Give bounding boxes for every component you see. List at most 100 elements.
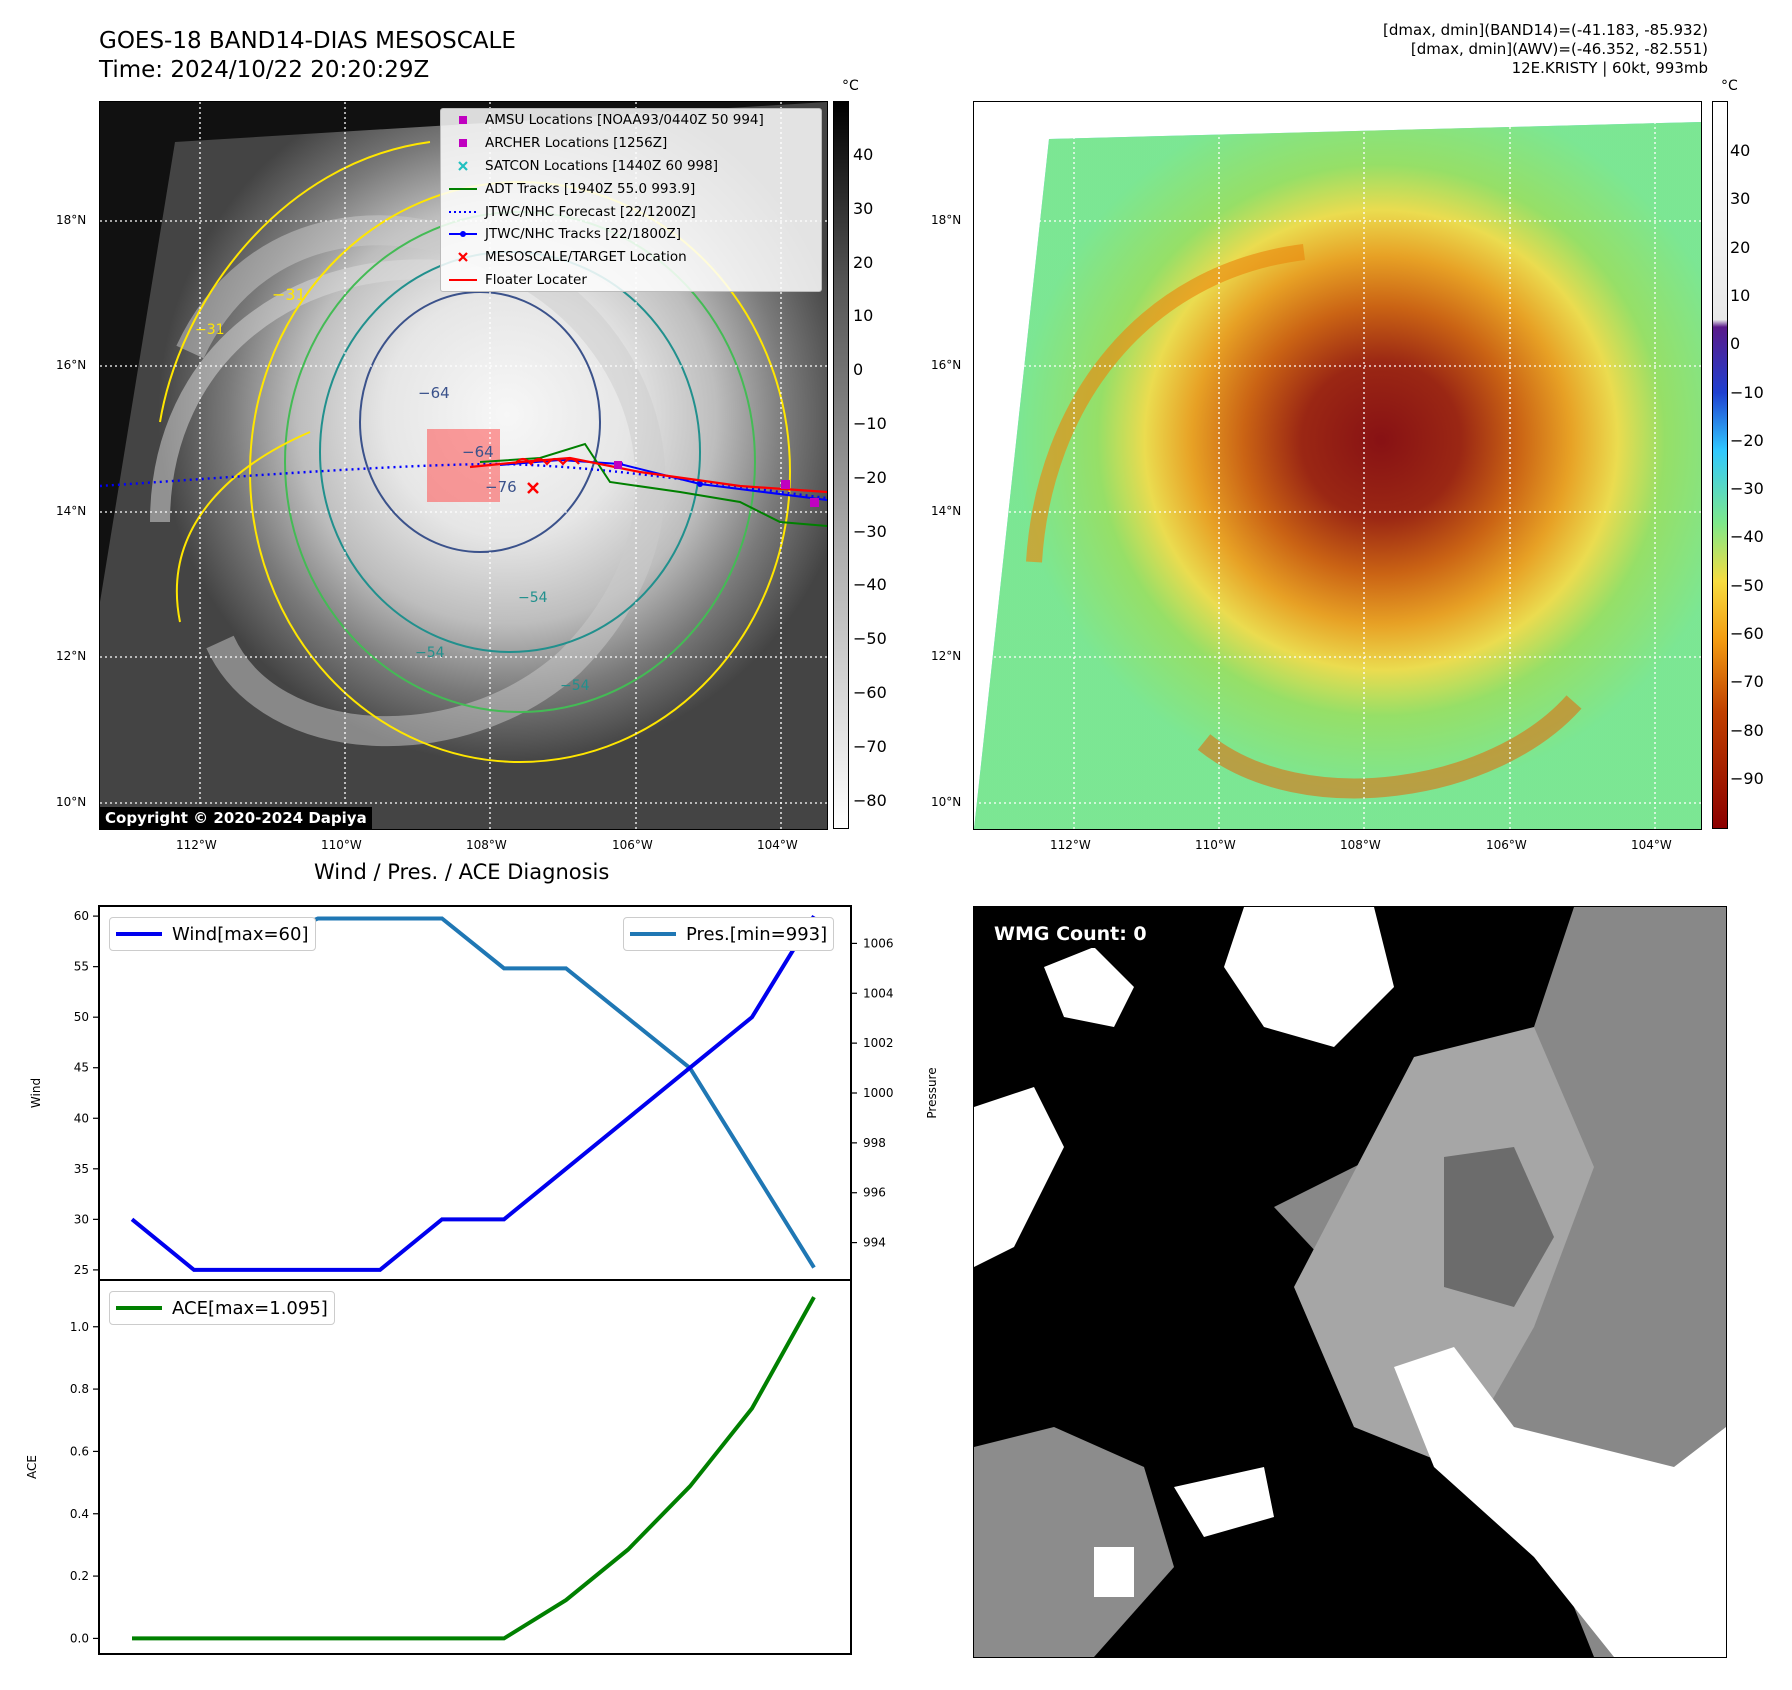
colorbar-tick: −20 (853, 467, 887, 487)
spiral-band (150, 259, 462, 523)
pressure-legend-swatch (630, 932, 676, 936)
wind-legend-swatch (116, 932, 162, 936)
legend-item: ARCHER Locations [1256Z] (441, 132, 821, 155)
storm-info-line1: [dmax, dmin](BAND14)=(-41.183, -85.932) (1383, 21, 1708, 39)
y-tick-label: 50 (74, 1010, 89, 1024)
colorbar-tick: 20 (1730, 237, 1751, 257)
legend-marker-icon (459, 116, 467, 125)
colorbar-tick: −20 (1730, 430, 1764, 450)
pressure-axis-label: Pressure (925, 1067, 939, 1118)
colorbar-tick: 0 (853, 360, 864, 380)
legend-label: AMSU Locations [NOAA93/0440Z 50 994] (485, 112, 764, 129)
legend-label: Floater Locater (485, 271, 587, 288)
legend-label: MESOSCALE/TARGET Location (485, 249, 687, 266)
colorbar-tick: −70 (853, 736, 887, 756)
map1-lon-tick: 104°W (757, 838, 798, 852)
diagnosis-title: Wind / Pres. / ACE Diagnosis (314, 860, 610, 884)
legend-marker-icon (459, 139, 467, 148)
spiral-band (1197, 695, 1582, 799)
contour-label: −31 (195, 322, 225, 338)
y-tick-label: 998 (863, 1136, 886, 1150)
colorbar2-unit: °C (1721, 78, 1738, 94)
floater-track (469, 456, 827, 494)
colorbar-tick: 30 (853, 198, 874, 218)
amsu-marker (614, 461, 622, 469)
ace-yticks: 1.0 0.8 0.6 0.4 0.2 0.0 (70, 1320, 99, 1645)
wind-pressure-axes (98, 905, 852, 1281)
map2-lon-tick: 104°W (1631, 838, 1672, 852)
colorbar-tick: −90 (1730, 768, 1764, 788)
y-tick-label: 0.4 (70, 1507, 89, 1521)
y-tick-label: 35 (74, 1162, 89, 1176)
pressure-legend: Pres.[min=993] (623, 917, 835, 951)
y-tick-label: 45 (74, 1061, 89, 1075)
colorbar-tick: −40 (853, 575, 887, 595)
main-title-line1: GOES-18 BAND14-DIAS MESOSCALE (99, 28, 516, 54)
legend-marker-icon (449, 231, 477, 238)
map1-lon-tick: 110°W (321, 838, 362, 852)
map1-lat-tick: 14°N (56, 504, 87, 518)
colorbar-tick: −50 (1730, 575, 1764, 595)
wmg-class-white (974, 1087, 1064, 1267)
map1-lon-tick: 106°W (612, 838, 653, 852)
y-tick-label: 1000 (863, 1086, 894, 1100)
colorbar-tick: 30 (1730, 189, 1751, 209)
colorbar-tick: −60 (1730, 624, 1764, 643)
colorbar-tick: −30 (853, 521, 887, 541)
map2-lon-tick: 108°W (1340, 838, 1381, 852)
archer-marker (810, 498, 819, 507)
colorbar-tick: −80 (853, 790, 887, 810)
colorbar1 (833, 101, 849, 829)
legend-marker-icon (458, 252, 468, 262)
legend-marker-icon (449, 278, 477, 281)
ace-legend: ACE[max=1.095] (109, 1291, 335, 1325)
ace-legend-swatch (116, 1306, 162, 1310)
jtwc-track-point (697, 481, 703, 487)
wmg-class-white (1174, 1467, 1274, 1537)
colorbar-tick: 10 (1730, 285, 1751, 305)
pressure-yticks: 1006 1004 1002 1000 998 996 994 (851, 936, 894, 1250)
copyright-label: Copyright © 2020-2024 Dapiya (100, 807, 372, 829)
color-ir-svg (974, 102, 1701, 829)
wmg-class-gray (974, 1427, 1174, 1657)
wmg-class-darkgray (1444, 1147, 1554, 1307)
legend-item: JTWC/NHC Tracks [22/1800Z] (441, 223, 821, 246)
y-tick-label: 0.2 (70, 1569, 89, 1583)
floater-track-loops (514, 457, 580, 466)
legend-marker-icon (449, 187, 477, 190)
wind-axis-label: Wind (29, 1078, 43, 1108)
ir-disk (974, 122, 1701, 829)
contour-label: −54 (518, 590, 548, 606)
adt-track (479, 442, 827, 527)
wind-series-line (130, 915, 816, 1272)
legend-item: ADT Tracks [1940Z 55.0 993.9] (441, 177, 821, 200)
contour-yellow (159, 141, 431, 423)
y-tick-label: 994 (863, 1236, 886, 1250)
legend-label: SATCON Locations [1440Z 60 998] (485, 157, 718, 174)
contour-label: −64 (418, 384, 450, 402)
wmg-class-white (1394, 1347, 1726, 1657)
storm-info-line3: 12E.KRISTY | 60kt, 993mb (1511, 59, 1708, 77)
y-tick-label: 1.0 (70, 1320, 89, 1334)
legend-item: SATCON Locations [1440Z 60 998] (441, 155, 821, 178)
contour-yellow (175, 431, 311, 623)
map2-lat-tick: 16°N (931, 358, 962, 372)
colorbar-tick: 0 (1730, 334, 1741, 354)
y-tick-label: 1006 (863, 936, 894, 950)
colorbar1-unit: °C (842, 78, 859, 94)
map2-lat-tick: 10°N (931, 795, 962, 809)
contour-label: −54 (415, 645, 445, 661)
map2-lon-tick: 106°W (1486, 838, 1527, 852)
pressure-legend-label: Pres.[min=993] (686, 923, 828, 945)
y-tick-label: 1004 (863, 986, 894, 1000)
colorbar-tick: 40 (853, 145, 874, 164)
map1-legend: AMSU Locations [NOAA93/0440Z 50 994] ARCH… (440, 108, 822, 293)
colorbar-tick: −10 (1730, 382, 1764, 402)
y-tick-label: 0.8 (70, 1382, 89, 1396)
legend-marker-icon (458, 161, 468, 171)
main-title-line2: Time: 2024/10/22 20:20:29Z (99, 57, 430, 83)
colorbar-tick: 20 (853, 252, 874, 272)
wmg-panel: WMG Count: 0 (973, 906, 1727, 1658)
map1-lat-tick: 10°N (56, 795, 87, 809)
wind-yticks: 60 55 50 45 40 35 30 25 (74, 909, 99, 1277)
